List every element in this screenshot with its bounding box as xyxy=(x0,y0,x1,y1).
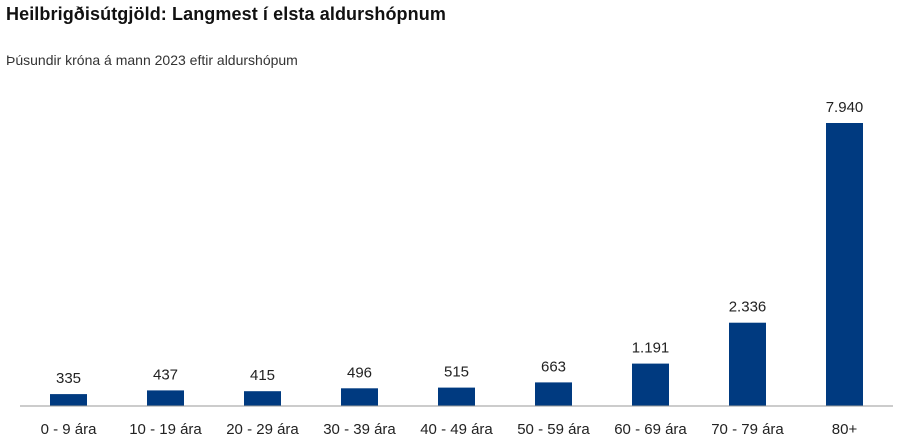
data-label: 496 xyxy=(347,364,372,381)
x-tick-label: 20 - 29 ára xyxy=(226,421,299,438)
bars-layer: 335 0 - 9 ára 437 10 - 19 ára 415 20 - 29 ára… xyxy=(41,99,864,438)
x-tick-label: 50 - 59 ára xyxy=(517,421,590,438)
data-label: 2.336 xyxy=(729,299,767,316)
chart-subtitle: Þúsundir króna á mann 2023 eftir aldursh… xyxy=(6,52,298,68)
bar xyxy=(341,388,378,406)
data-label: 335 xyxy=(56,370,81,387)
x-tick-label: 60 - 69 ára xyxy=(614,421,687,438)
bar xyxy=(535,382,572,406)
data-label: 415 xyxy=(250,367,275,384)
bar xyxy=(244,391,281,406)
bar xyxy=(729,322,766,406)
x-tick-label: 80+ xyxy=(832,421,858,438)
bar xyxy=(438,387,475,406)
data-label: 437 xyxy=(153,366,178,383)
chart-title: Heilbrigðisútgjöld: Langmest í elsta ald… xyxy=(6,4,446,24)
x-tick-label: 0 - 9 ára xyxy=(41,421,98,438)
bar xyxy=(632,363,669,407)
bar xyxy=(147,390,184,406)
data-label: 7.940 xyxy=(826,99,864,116)
data-label: 515 xyxy=(444,364,469,381)
x-tick-label: 30 - 39 ára xyxy=(323,421,396,438)
bar xyxy=(826,123,863,406)
data-label: 1.191 xyxy=(632,340,670,357)
x-tick-label: 10 - 19 ára xyxy=(129,421,202,438)
bar xyxy=(50,394,87,406)
data-label: 663 xyxy=(541,358,566,375)
x-tick-label: 40 - 49 ára xyxy=(420,421,493,438)
x-tick-label: 70 - 79 ára xyxy=(711,421,784,438)
